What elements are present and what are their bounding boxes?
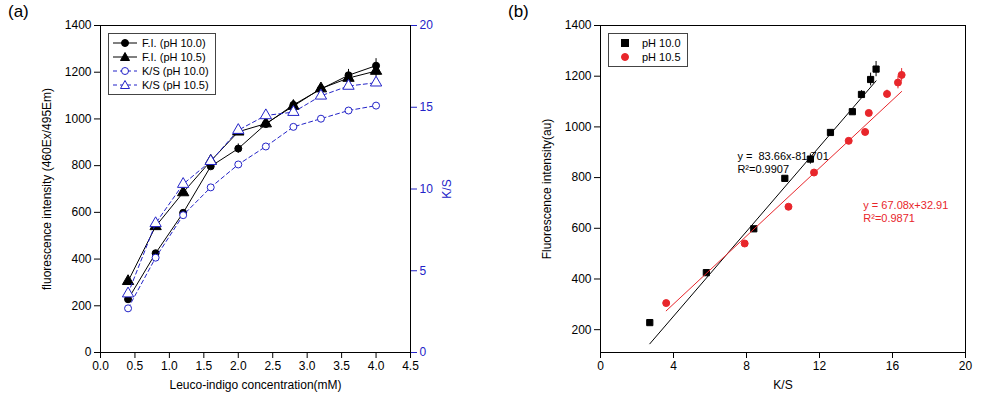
svg-text:200: 200 [571, 323, 591, 337]
svg-text:Fluorescence intensity(au): Fluorescence intensity(au) [540, 119, 554, 260]
svg-text:y = 83.66x-81.701R²=0.9907: y = 83.66x-81.701R²=0.9907 [737, 150, 828, 176]
html-text:(a): (a) [8, 2, 29, 21]
svg-text:4.5: 4.5 [402, 359, 419, 373]
svg-text:12: 12 [813, 359, 827, 373]
svg-text:800: 800 [71, 158, 91, 172]
svg-text:8: 8 [743, 359, 750, 373]
svg-text:15: 15 [420, 100, 434, 114]
svg-text:1000: 1000 [65, 112, 92, 126]
svg-text:20: 20 [420, 18, 434, 32]
svg-text:200: 200 [71, 299, 91, 313]
html-text:pH 10.0: pH 10.0 [642, 37, 681, 49]
html-text:F.I. (pH 10.0): F.I. (pH 10.0) [142, 37, 206, 49]
html-text:F.I. (pH 10.5): F.I. (pH 10.5) [142, 51, 206, 63]
svg-text:K/S: K/S [773, 378, 792, 392]
html-text:pH 10.5: pH 10.5 [642, 51, 681, 63]
svg-text:16: 16 [886, 359, 900, 373]
svg-text:600: 600 [71, 205, 91, 219]
svg-text:1.0: 1.0 [161, 359, 178, 373]
svg-text:10: 10 [420, 182, 434, 196]
html-text:K/S (pH 10.5): K/S (pH 10.5) [142, 79, 209, 91]
svg-text:1.5: 1.5 [195, 359, 212, 373]
svg-text:5: 5 [420, 264, 427, 278]
svg-text:1200: 1200 [65, 65, 92, 79]
svg-text:4.0: 4.0 [368, 359, 385, 373]
svg-text:y = 67.08x+32.91R²=0.9871: y = 67.08x+32.91R²=0.9871 [863, 199, 948, 225]
svg-text:800: 800 [571, 170, 591, 184]
html-text:K/S (pH 10.0): K/S (pH 10.0) [142, 65, 209, 77]
svg-text:1400: 1400 [565, 18, 592, 32]
html-text:(b): (b) [508, 2, 529, 21]
svg-text:Leuco-indigo concentration(mM): Leuco-indigo concentration(mM) [169, 378, 341, 392]
svg-text:0.5: 0.5 [127, 359, 144, 373]
svg-text:fluorescence intensity (460Ex/: fluorescence intensity (460Ex/495Em) [40, 88, 54, 290]
svg-text:1000: 1000 [565, 120, 592, 134]
svg-text:0: 0 [597, 359, 604, 373]
svg-text:600: 600 [571, 221, 591, 235]
svg-text:2.5: 2.5 [264, 359, 281, 373]
svg-text:0.0: 0.0 [92, 359, 109, 373]
svg-text:3.5: 3.5 [333, 359, 350, 373]
svg-text:400: 400 [71, 252, 91, 266]
svg-text:2.0: 2.0 [230, 359, 247, 373]
svg-text:0: 0 [85, 345, 92, 359]
svg-text:20: 20 [959, 359, 973, 373]
svg-text:400: 400 [571, 272, 591, 286]
svg-text:1400: 1400 [65, 18, 92, 32]
svg-text:1200: 1200 [565, 69, 592, 83]
svg-text:4: 4 [670, 359, 677, 373]
svg-text:0: 0 [420, 345, 427, 359]
svg-text:3.0: 3.0 [299, 359, 316, 373]
svg-text:K/S: K/S [440, 179, 454, 198]
